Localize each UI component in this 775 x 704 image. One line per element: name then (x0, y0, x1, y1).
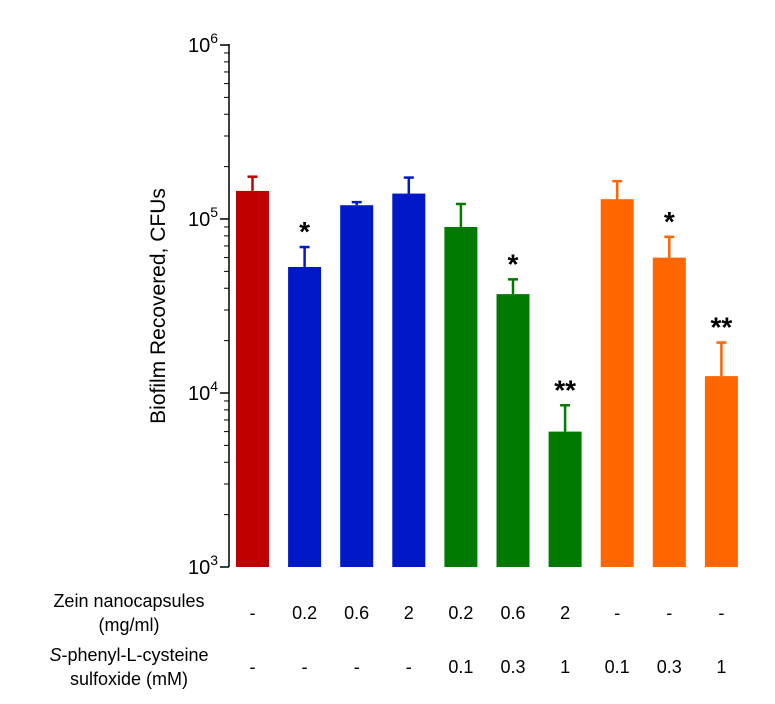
row2-cell-9: 0.3 (656, 657, 682, 677)
row1-cell-9: - (666, 603, 673, 623)
significance-9: * (664, 206, 675, 237)
row1-cell-5: 0.2 (448, 603, 474, 623)
row2-cell-10: 1 (716, 657, 727, 677)
row-label-spcso-line1: S-phenyl-L-cysteine (14, 643, 244, 667)
y-tick-label: 104 (188, 378, 218, 405)
row-label-zein-line1: Zein nanocapsules (53, 591, 205, 611)
significance-7: ** (554, 374, 576, 405)
error-bars-layer (247, 175, 727, 432)
row-label-spcso-rest: -phenyl-L-cysteine (61, 645, 209, 665)
bar-8 (600, 199, 634, 567)
bar-9 (652, 257, 686, 567)
row2-cell-4: - (405, 657, 412, 677)
row1-cell-2: 0.2 (292, 603, 318, 623)
bar-6 (496, 294, 530, 567)
bar-5 (444, 226, 478, 568)
row-label-zein-line2: (mg/ml) (98, 615, 160, 635)
row2-cell-3: - (353, 657, 360, 677)
y-tick-label: 106 (188, 30, 218, 57)
row-label-spcso-italic: S (49, 645, 62, 665)
row1-cell-6: 0.6 (500, 603, 526, 623)
bar-7 (548, 431, 582, 567)
row2-cell-8: 0.1 (604, 657, 630, 677)
significance-10: ** (711, 312, 733, 343)
bar-3 (340, 205, 374, 567)
row2-cell-6: 0.3 (500, 657, 526, 677)
row1-cell-8: - (614, 603, 621, 623)
bar-1 (236, 190, 269, 567)
row1-cell-7: 2 (560, 603, 571, 623)
row2-cell-2: - (301, 657, 308, 677)
significance-layer: ******* (299, 206, 732, 405)
row1-cell-10: - (718, 603, 725, 623)
row1-cell-3: 0.6 (344, 603, 370, 623)
row2-cell-1: - (249, 657, 256, 677)
bars-layer (236, 190, 738, 568)
row1-cell-4: 2 (403, 603, 414, 623)
y-tick-label: 103 (188, 552, 218, 579)
significance-6: * (508, 248, 519, 279)
y-axis-title: Biofilm Recovered, CFUs (147, 188, 170, 424)
row2-cell-5: 0.1 (448, 657, 474, 677)
y-tick-label: 105 (188, 204, 218, 231)
row-label-zein: Zein nanocapsules (mg/ml) (14, 589, 244, 637)
y-axis (220, 44, 230, 568)
row2-cell-7: 1 (560, 657, 571, 677)
row-label-spcso-line2: sulfoxide (mM) (69, 669, 189, 689)
bar-4 (392, 193, 426, 567)
row1-cell-1: - (249, 603, 256, 623)
y-tick-labels: 103 104 105 106 (188, 30, 218, 579)
significance-2: * (299, 216, 310, 247)
bar-10 (704, 376, 738, 567)
bar-2 (288, 266, 322, 567)
row-label-spcso: S-phenyl-L-cysteine sulfoxide (mM) (14, 643, 244, 691)
